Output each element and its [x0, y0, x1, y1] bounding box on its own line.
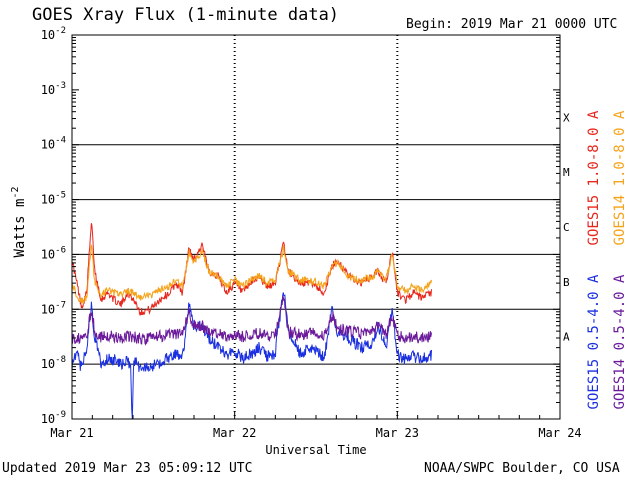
flare-class-labels: X M C B A	[563, 111, 570, 343]
svg-text:Watts m-2: Watts m-2	[10, 186, 28, 257]
x-axis: Mar 21 Mar 22 Mar 23 Mar 24	[50, 411, 582, 440]
legend-goes15-1-0-8-0-a: GOES15 1.0-8.0 A	[586, 110, 602, 245]
y-tick-label: 10-7	[41, 300, 66, 316]
series-goes15-0-5-4-0-a	[71, 292, 432, 420]
legend-goes14-1-0-8-0-a: GOES14 1.0-8.0 A	[612, 110, 628, 245]
flare-class-a: A	[563, 331, 570, 344]
y-tick-label: 10-9	[41, 410, 66, 426]
updated-timestamp: Updated 2019 Mar 23 05:09:12 UTC	[2, 461, 253, 476]
flare-class-x: X	[563, 111, 570, 124]
y-tick-label: 10-8	[41, 355, 66, 371]
chart-title: GOES Xray Flux (1-minute data)	[32, 5, 340, 25]
x-tick-label: Mar 23	[376, 426, 419, 440]
grid-layer	[72, 35, 560, 419]
legend-goes14-0-5-4-0-a: GOES14 0.5-4.0 A	[612, 274, 628, 409]
y-axis: 10-2 10-3 10-4 10-5 10-6 10-7 10-8 10-9	[41, 26, 560, 426]
credit-text: NOAA/SWPC Boulder, CO USA	[424, 461, 620, 476]
series-goes14-1-0-8-0-a	[71, 244, 432, 304]
plot-frame	[71, 34, 561, 420]
y-tick-label: 10-4	[41, 136, 66, 152]
x-tick-label: Mar 22	[213, 426, 256, 440]
series-goes14-0-5-4-0-a	[71, 295, 432, 346]
flare-class-b: B	[563, 276, 570, 289]
y-tick-label: 10-3	[41, 81, 66, 97]
flare-class-c: C	[563, 221, 570, 234]
x-tick-label: Mar 21	[50, 426, 93, 440]
flare-class-m: M	[563, 166, 570, 179]
y-tick-label: 10-6	[41, 245, 66, 261]
begin-value: 2019 Mar 21 0000 UTC	[460, 17, 618, 32]
legend: GOES15 1.0-8.0 A GOES14 1.0-8.0 A GOES15 0…	[586, 110, 628, 409]
x-tick-label: Mar 24	[538, 426, 581, 440]
legend-goes15-0-5-4-0-a: GOES15 0.5-4.0 A	[586, 274, 602, 409]
y-tick-label: 10-5	[41, 191, 66, 207]
y-tick-label: 10-2	[41, 26, 66, 42]
begin-timestamp: Begin: 2019 Mar 21 0000 UTC	[406, 17, 617, 32]
y-axis-label: Watts m-2	[10, 186, 28, 257]
begin-label: Begin:	[406, 17, 453, 32]
x-axis-label: Universal Time	[265, 443, 366, 457]
series-layer	[71, 223, 432, 420]
